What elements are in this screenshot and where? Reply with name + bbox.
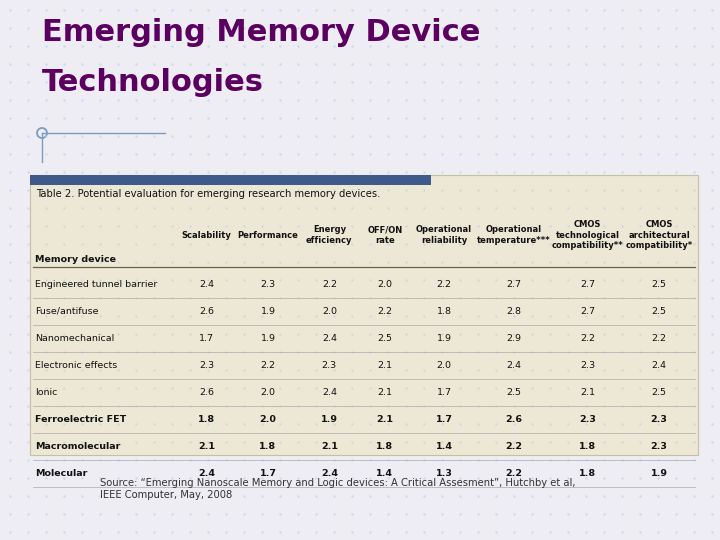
Text: 2.1: 2.1 (580, 388, 595, 397)
Text: 2.1: 2.1 (321, 442, 338, 451)
Text: 2.1: 2.1 (377, 388, 392, 397)
Text: 2.0: 2.0 (261, 388, 276, 397)
Text: 2.5: 2.5 (506, 388, 521, 397)
Text: 2.6: 2.6 (505, 415, 522, 424)
Text: Fuse/antifuse: Fuse/antifuse (35, 307, 99, 316)
Text: 2.4: 2.4 (198, 469, 215, 478)
Text: Nanomechanical: Nanomechanical (35, 334, 114, 343)
Text: 2.7: 2.7 (506, 280, 521, 289)
Text: 2.2: 2.2 (322, 280, 337, 289)
Text: 2.4: 2.4 (321, 469, 338, 478)
Text: Molecular: Molecular (35, 469, 87, 478)
Text: 1.9: 1.9 (651, 469, 667, 478)
Text: 2.2: 2.2 (261, 361, 276, 370)
Text: 2.7: 2.7 (580, 307, 595, 316)
Text: 1.7: 1.7 (436, 415, 453, 424)
Text: 2.3: 2.3 (579, 415, 596, 424)
Text: 1.4: 1.4 (377, 469, 393, 478)
Text: 2.2: 2.2 (652, 334, 667, 343)
Text: 1.9: 1.9 (436, 334, 451, 343)
Text: 2.4: 2.4 (199, 280, 214, 289)
Text: Ferroelectric FET: Ferroelectric FET (35, 415, 126, 424)
Text: CMOS
technological
compatibility**: CMOS technological compatibility** (552, 220, 624, 250)
Text: Engineered tunnel barrier: Engineered tunnel barrier (35, 280, 158, 289)
Text: 1.8: 1.8 (579, 442, 596, 451)
Text: 2.0: 2.0 (259, 415, 276, 424)
Text: 1.8: 1.8 (259, 442, 276, 451)
Text: 2.3: 2.3 (651, 415, 667, 424)
Text: 1.9: 1.9 (261, 307, 276, 316)
Text: 2.5: 2.5 (652, 388, 667, 397)
Text: 2.2: 2.2 (436, 280, 451, 289)
Text: 2.0: 2.0 (436, 361, 451, 370)
Text: Energy
efficiency: Energy efficiency (306, 225, 353, 245)
Text: 1.4: 1.4 (436, 442, 453, 451)
Text: 2.4: 2.4 (652, 361, 667, 370)
Text: 2.4: 2.4 (506, 361, 521, 370)
Text: 2.5: 2.5 (652, 280, 667, 289)
Text: Performance: Performance (238, 231, 298, 240)
Text: 2.3: 2.3 (322, 361, 337, 370)
Text: 1.8: 1.8 (198, 415, 215, 424)
Text: 2.3: 2.3 (651, 442, 667, 451)
Text: Operational
reliability: Operational reliability (416, 225, 472, 245)
Text: Operational
temperature***: Operational temperature*** (477, 225, 551, 245)
Text: 2.9: 2.9 (506, 334, 521, 343)
Text: 2.4: 2.4 (322, 388, 337, 397)
Text: 1.8: 1.8 (579, 469, 596, 478)
Text: 2.1: 2.1 (377, 361, 392, 370)
Text: 2.6: 2.6 (199, 307, 214, 316)
Text: 1.8: 1.8 (436, 307, 451, 316)
Text: 2.3: 2.3 (199, 361, 214, 370)
Text: OFF/ON
rate: OFF/ON rate (367, 225, 402, 245)
Text: 1.9: 1.9 (321, 415, 338, 424)
Text: 1.3: 1.3 (436, 469, 453, 478)
FancyBboxPatch shape (30, 175, 698, 455)
Text: 1.7: 1.7 (259, 469, 276, 478)
Text: 2.1: 2.1 (377, 415, 393, 424)
Text: Ionic: Ionic (35, 388, 58, 397)
Text: 2.4: 2.4 (322, 334, 337, 343)
Text: 2.1: 2.1 (198, 442, 215, 451)
Text: CMOS
architectural
compatibility*: CMOS architectural compatibility* (626, 220, 693, 250)
Text: 1.8: 1.8 (377, 442, 393, 451)
Text: Table 2. Potential evaluation for emerging research memory devices.: Table 2. Potential evaluation for emergi… (36, 189, 380, 199)
Text: 2.3: 2.3 (261, 280, 276, 289)
Text: 2.2: 2.2 (505, 442, 522, 451)
Text: 2.8: 2.8 (506, 307, 521, 316)
FancyBboxPatch shape (30, 175, 431, 185)
Text: 1.7: 1.7 (199, 334, 214, 343)
Text: 2.0: 2.0 (377, 280, 392, 289)
Text: Scalability: Scalability (181, 231, 232, 240)
Text: 2.2: 2.2 (377, 307, 392, 316)
Text: 2.0: 2.0 (322, 307, 337, 316)
Text: 2.2: 2.2 (580, 334, 595, 343)
Text: 2.7: 2.7 (580, 280, 595, 289)
Text: 1.9: 1.9 (261, 334, 276, 343)
Text: Source: “Emerging Nanoscale Memory and Logic devices: A Critical Assesment”, Hut: Source: “Emerging Nanoscale Memory and L… (100, 478, 575, 500)
Text: 2.5: 2.5 (377, 334, 392, 343)
Text: Emerging Memory Device: Emerging Memory Device (42, 18, 480, 47)
Text: 2.6: 2.6 (199, 388, 214, 397)
Text: 2.5: 2.5 (652, 307, 667, 316)
Text: Electronic effects: Electronic effects (35, 361, 117, 370)
Text: 1.7: 1.7 (436, 388, 451, 397)
Text: 2.2: 2.2 (505, 469, 522, 478)
Text: Memory device: Memory device (35, 255, 116, 264)
Text: 2.3: 2.3 (580, 361, 595, 370)
Text: Macromolecular: Macromolecular (35, 442, 120, 451)
Text: Technologies: Technologies (42, 68, 264, 97)
